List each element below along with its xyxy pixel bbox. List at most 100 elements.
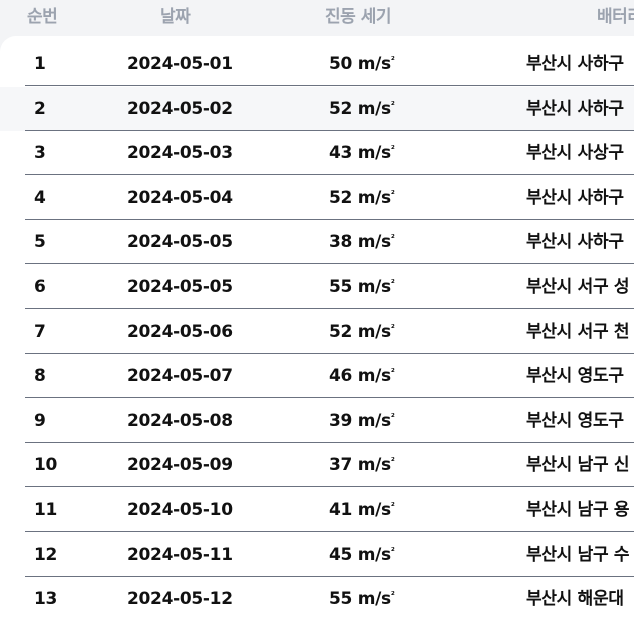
row-date: 2024-05-04 [127, 187, 233, 208]
vibration-value: 50 [329, 54, 353, 74]
vibration-unit: m/s [357, 500, 391, 520]
vibration-value: 55 [329, 589, 353, 610]
table-row[interactable]: 5 2024-05-05 38 m/s² 부산시 사하구 [0, 220, 634, 265]
row-location: 부산시 사하구 [526, 232, 624, 253]
vibration-unit: m/s [357, 455, 391, 476]
row-location: 부산시 사하구 [526, 187, 624, 208]
table-row[interactable]: 3 2024-05-03 43 m/s² 부산시 사상구 [0, 131, 634, 176]
row-number: 7 [34, 321, 46, 342]
vibration-value: 41 [329, 500, 353, 520]
row-vibration: 52 m/s² [329, 87, 395, 131]
vibration-unit: m/s [357, 232, 391, 253]
vibration-value: 52 [329, 187, 353, 208]
vibration-unit-exponent: ² [390, 279, 395, 289]
table-row[interactable]: 1 2024-05-01 50 m/s² 부산시 사하구 [0, 42, 634, 86]
vibration-unit-exponent: ² [390, 412, 395, 423]
row-number: 4 [34, 187, 46, 208]
vibration-unit: m/s [357, 410, 391, 431]
table-row[interactable]: 12 2024-05-11 45 m/s² 부산시 남구 수 [0, 533, 634, 577]
row-vibration: 55 m/s² [329, 265, 395, 309]
row-location: 부산시 서구 성 [526, 277, 630, 297]
row-vibration: 41 m/s² [329, 488, 395, 532]
row-date: 2024-05-10 [127, 500, 233, 520]
row-location: 부산시 남구 신 [526, 455, 630, 476]
row-location: 부산시 영도구 [526, 410, 624, 431]
table-row[interactable]: 9 2024-05-08 39 m/s² 부산시 영도구 [0, 399, 634, 443]
row-location: 부산시 해운대 [526, 589, 624, 610]
table-row[interactable]: 6 2024-05-05 55 m/s² 부산시 서구 성 [0, 265, 634, 309]
row-divider [25, 352, 634, 354]
table-row[interactable]: 2 2024-05-02 52 m/s² 부산시 사하구 [0, 86, 634, 131]
row-vibration: 50 m/s² [329, 42, 395, 86]
table-row[interactable]: 7 2024-05-06 52 m/s² 부산시 서구 천 [0, 310, 634, 354]
row-date: 2024-05-01 [127, 54, 233, 74]
vibration-unit: m/s [357, 277, 391, 297]
table-row[interactable]: 8 2024-05-07 46 m/s² 부산시 영도구 [0, 354, 634, 399]
vibration-unit-exponent: ² [390, 323, 395, 334]
vibration-unit-exponent: ² [390, 189, 395, 200]
vibration-value: 39 [329, 410, 353, 431]
row-date: 2024-05-02 [127, 98, 233, 119]
row-number: 11 [34, 500, 58, 520]
row-number: 3 [34, 143, 46, 164]
column-header-number[interactable]: 순번 [27, 7, 58, 27]
vibration-unit-exponent: ² [390, 234, 395, 245]
vibration-unit-exponent: ² [390, 56, 395, 66]
row-divider [25, 575, 634, 577]
row-date: 2024-05-08 [127, 410, 233, 431]
row-number: 12 [34, 544, 58, 565]
table-body: 1 2024-05-01 50 m/s² 부산시 사하구 2 2024-05-02 52 m… [0, 36, 634, 623]
vibration-unit-exponent: ² [390, 502, 395, 512]
row-number: 9 [34, 410, 46, 431]
row-divider [25, 218, 634, 220]
vibration-value: 55 [329, 277, 353, 297]
row-vibration: 46 m/s² [329, 354, 395, 398]
vibration-value: 38 [329, 232, 353, 253]
vibration-unit-exponent: ² [390, 591, 395, 602]
column-header-date[interactable]: 날짜 [160, 7, 191, 27]
row-vibration: 52 m/s² [329, 310, 395, 354]
vibration-unit: m/s [357, 366, 391, 387]
row-divider [25, 85, 634, 86]
row-date: 2024-05-11 [127, 544, 233, 565]
row-location: 부산시 사상구 [526, 143, 624, 164]
row-location: 부산시 영도구 [526, 366, 624, 387]
vibration-unit-exponent: ² [390, 457, 395, 468]
table-header: 순번 날짜 진동 세기 배터리 [0, 0, 634, 30]
column-header-vibration[interactable]: 진동 세기 [325, 7, 391, 27]
row-divider [25, 531, 634, 532]
row-number: 2 [34, 98, 46, 119]
row-number: 13 [34, 589, 58, 610]
vibration-unit: m/s [357, 143, 391, 164]
vibration-value: 37 [329, 455, 353, 476]
vibration-value: 43 [329, 143, 353, 164]
row-vibration: 37 m/s² [329, 443, 395, 487]
row-date: 2024-05-05 [127, 277, 233, 297]
vibration-unit-exponent: ² [390, 546, 395, 557]
vibration-value: 45 [329, 544, 353, 565]
vibration-unit: m/s [357, 98, 391, 119]
vibration-unit-exponent: ² [390, 145, 395, 156]
table-row[interactable]: 11 2024-05-10 41 m/s² 부산시 남구 용 [0, 488, 634, 532]
row-date: 2024-05-07 [127, 366, 233, 387]
row-location: 부산시 남구 용 [526, 500, 630, 520]
vibration-value: 52 [329, 321, 353, 342]
row-divider [25, 486, 634, 488]
table-row[interactable]: 4 2024-05-04 52 m/s² 부산시 사하구 [0, 176, 634, 220]
table-row[interactable]: 13 2024-05-12 55 m/s² 부산시 해운대 [0, 577, 634, 621]
vibration-value: 52 [329, 98, 353, 119]
row-date: 2024-05-05 [127, 232, 233, 253]
vibration-value: 46 [329, 366, 353, 387]
vibration-unit-exponent: ² [390, 368, 395, 379]
vibration-unit: m/s [357, 187, 391, 208]
row-location: 부산시 서구 천 [526, 321, 630, 342]
row-divider [25, 263, 634, 265]
row-date: 2024-05-06 [127, 321, 233, 342]
row-divider [25, 129, 634, 131]
row-location: 부산시 사하구 [526, 98, 624, 119]
column-header-battery[interactable]: 배터리 [597, 7, 634, 27]
row-divider [25, 308, 634, 309]
vibration-unit: m/s [357, 321, 391, 342]
table-row[interactable]: 10 2024-05-09 37 m/s² 부산시 남구 신 [0, 443, 634, 488]
